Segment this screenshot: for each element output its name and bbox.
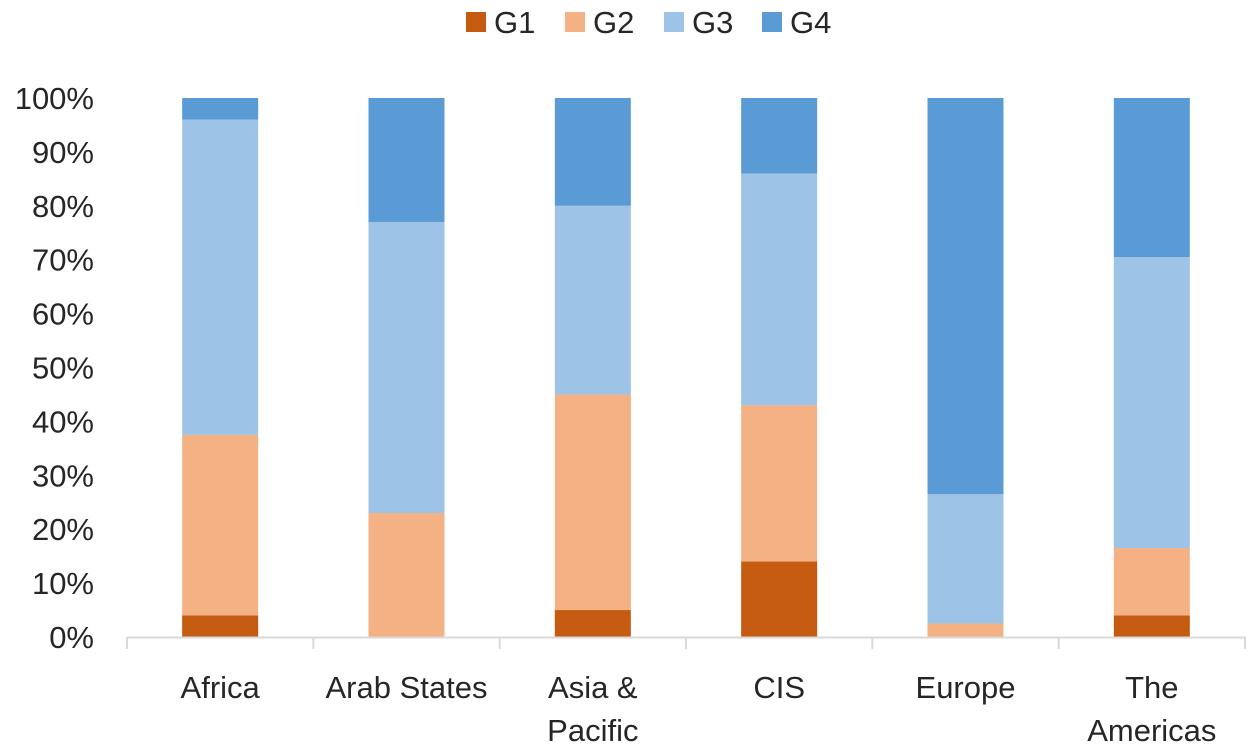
bar-g2-arab-states bbox=[368, 513, 445, 637]
bar-g1-asia-pacific bbox=[554, 610, 631, 637]
bar-g2-the-americas bbox=[1113, 548, 1190, 616]
bar-g4-cis bbox=[741, 98, 818, 174]
y-tick-label: 10% bbox=[32, 566, 94, 601]
legend: G1 G2 G3 G4 bbox=[466, 5, 831, 40]
bar-g1-the-americas bbox=[1113, 615, 1190, 637]
y-tick-label: 70% bbox=[32, 243, 94, 278]
legend-label-g1: G1 bbox=[494, 5, 535, 40]
axes-group: 0% 10% 20% 30% 40% 50% 60% 70% 80% 90% 100% Africa A… bbox=[15, 81, 1246, 748]
bar-g4-africa bbox=[182, 98, 259, 120]
y-tick-label: 20% bbox=[32, 512, 94, 547]
bar-g1-cis bbox=[741, 561, 818, 637]
bar-g3-cis bbox=[741, 173, 818, 406]
y-tick-label: 80% bbox=[32, 189, 94, 224]
legend-swatch-g4 bbox=[762, 12, 782, 32]
bar-g3-the-americas bbox=[1113, 257, 1190, 549]
bars-group bbox=[182, 98, 1190, 637]
bar-g3-arab-states bbox=[368, 221, 445, 514]
bar-g2-cis bbox=[741, 405, 818, 562]
legend-label-g3: G3 bbox=[692, 5, 733, 40]
bar-g4-arab-states bbox=[368, 98, 445, 222]
x-category-label: Asia & Pacific bbox=[547, 670, 638, 745]
bar-g4-asia-pacific bbox=[554, 98, 631, 206]
y-tick-label: 100% bbox=[15, 81, 94, 116]
y-tick-label: 40% bbox=[32, 404, 94, 439]
legend-label-g2: G2 bbox=[593, 5, 634, 40]
y-tick-label: 50% bbox=[32, 351, 94, 386]
y-tick-label: 0% bbox=[49, 620, 94, 655]
legend-label-g4: G4 bbox=[790, 5, 831, 40]
bar-g2-europe bbox=[927, 623, 1004, 637]
x-category-label: The Americas bbox=[1087, 670, 1216, 745]
bar-g2-africa bbox=[182, 434, 259, 616]
bar-g4-the-americas bbox=[1113, 98, 1190, 257]
bar-g2-asia-pacific bbox=[554, 394, 631, 611]
x-category-label: Africa bbox=[181, 670, 261, 705]
legend-swatch-g2 bbox=[565, 12, 585, 32]
x-category-label: Arab States bbox=[326, 670, 488, 705]
legend-swatch-g3 bbox=[664, 12, 684, 32]
bar-g3-asia-pacific bbox=[554, 205, 631, 395]
bar-g3-africa bbox=[182, 119, 259, 435]
y-tick-label: 30% bbox=[32, 458, 94, 493]
y-tick-label: 60% bbox=[32, 297, 94, 332]
x-category-label: CIS bbox=[753, 670, 805, 705]
bar-g1-africa bbox=[182, 615, 259, 637]
y-tick-label: 90% bbox=[32, 135, 94, 170]
bar-g3-europe bbox=[927, 494, 1004, 624]
bar-g4-europe bbox=[927, 98, 1004, 495]
legend-swatch-g1 bbox=[466, 12, 486, 32]
x-category-label: Europe bbox=[916, 670, 1016, 705]
